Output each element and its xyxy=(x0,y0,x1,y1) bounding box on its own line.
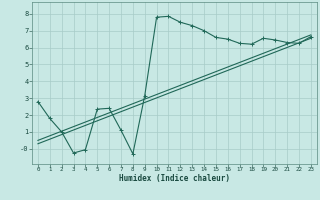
X-axis label: Humidex (Indice chaleur): Humidex (Indice chaleur) xyxy=(119,174,230,183)
